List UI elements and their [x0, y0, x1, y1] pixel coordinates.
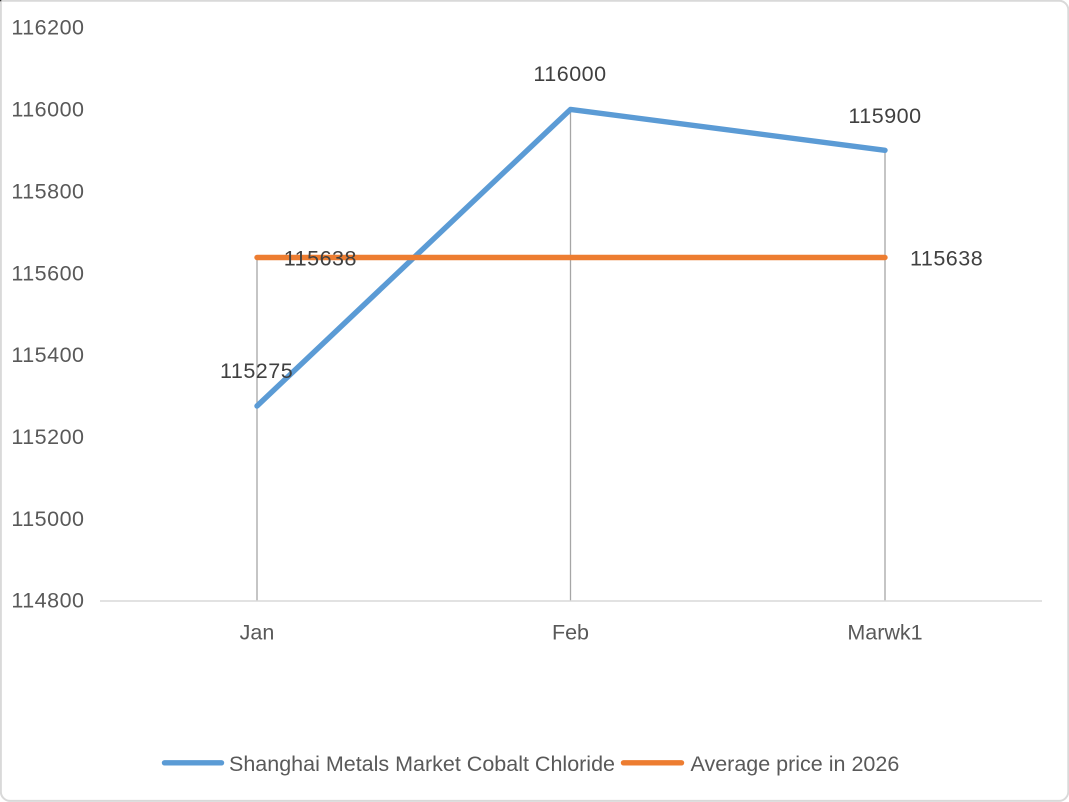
svg-text:Marwk1: Marwk1: [847, 621, 922, 645]
svg-text:115638: 115638: [284, 247, 357, 271]
svg-text:Feb: Feb: [552, 621, 589, 645]
svg-text:115200: 115200: [11, 425, 84, 449]
svg-text:115900: 115900: [848, 104, 921, 128]
svg-text:116200: 116200: [11, 16, 84, 40]
svg-text:115800: 115800: [11, 179, 84, 203]
svg-text:115400: 115400: [11, 343, 84, 367]
svg-text:115000: 115000: [11, 507, 84, 531]
svg-text:Jan: Jan: [240, 621, 275, 645]
svg-text:115600: 115600: [11, 261, 84, 285]
svg-text:116000: 116000: [11, 98, 84, 122]
svg-text:114800: 114800: [11, 589, 84, 613]
svg-text:Average price in 2026: Average price in 2026: [691, 752, 900, 776]
svg-text:115275: 115275: [220, 359, 293, 383]
svg-text:116000: 116000: [533, 62, 606, 86]
svg-text:Shanghai Metals Market Cobalt: Shanghai Metals Market Cobalt Chloride: [229, 752, 615, 776]
svg-text:115638: 115638: [910, 247, 983, 271]
